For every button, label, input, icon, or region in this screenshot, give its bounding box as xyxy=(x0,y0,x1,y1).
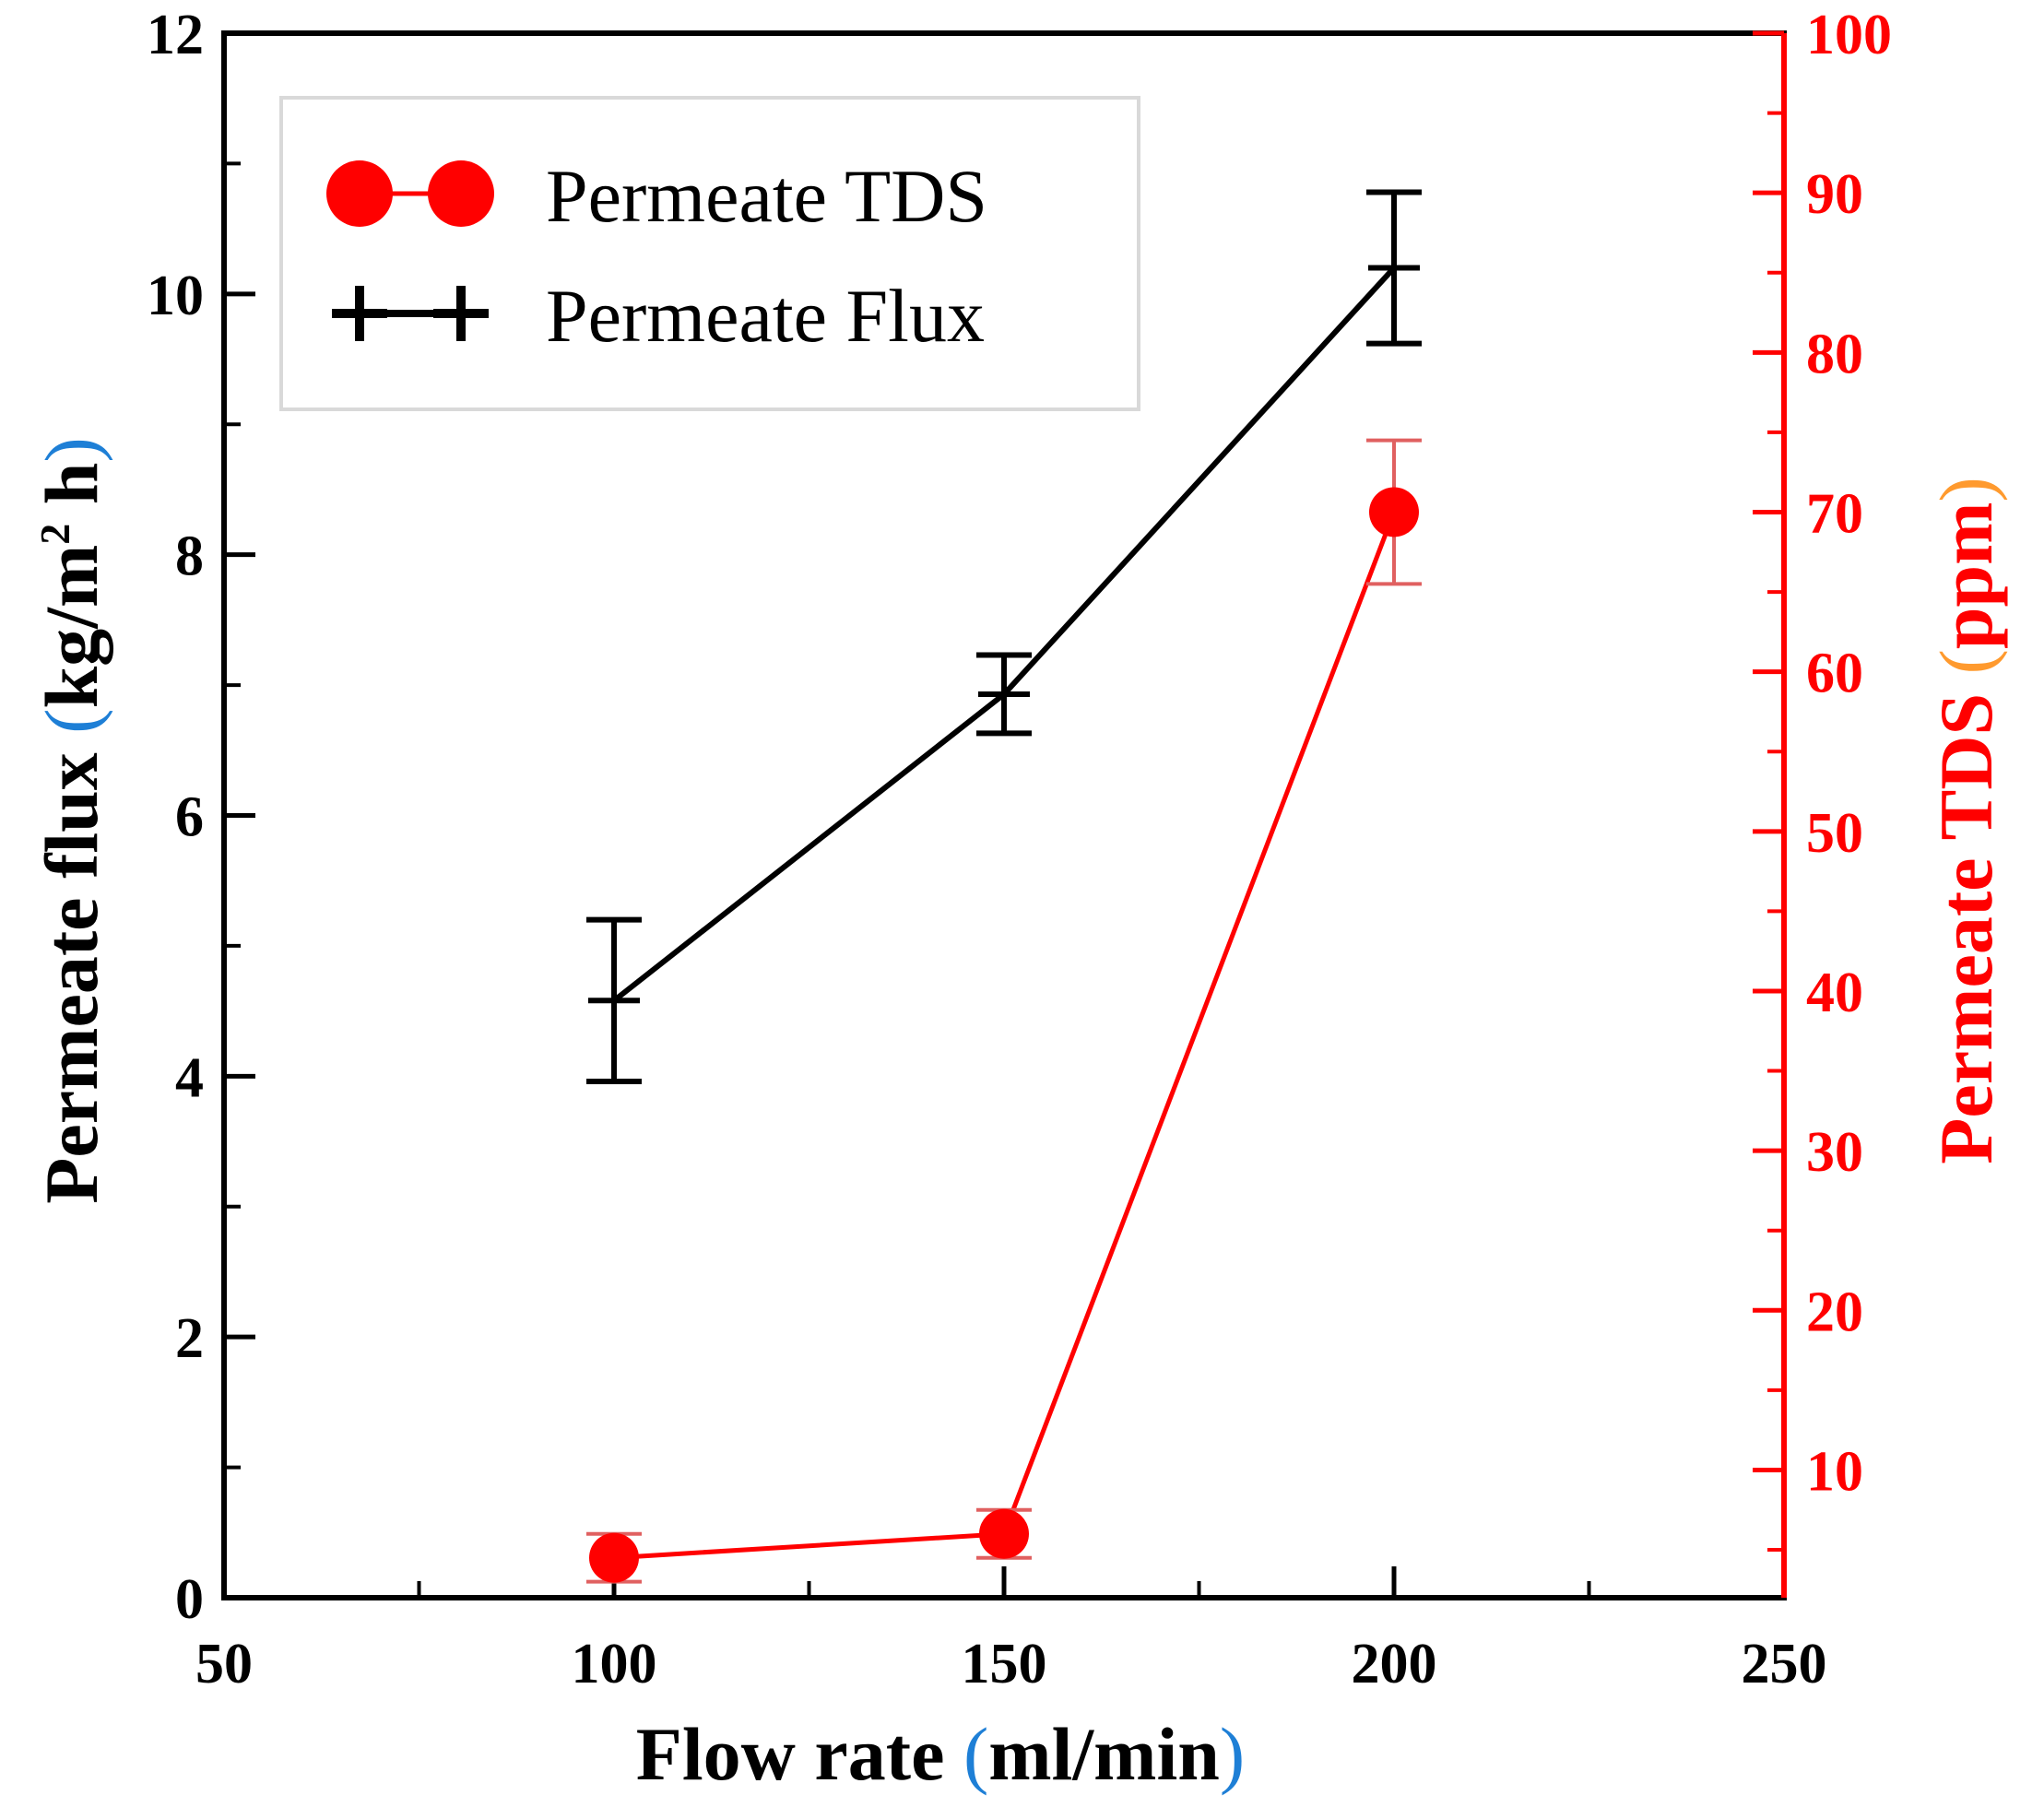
y-right-tick-label: 50 xyxy=(1806,802,1863,865)
legend-flux-label: Permeate Flux xyxy=(546,274,985,358)
x-axis-title-text: Flow rate xyxy=(636,1712,963,1796)
y-left-title-text: Permeate flux xyxy=(30,734,113,1204)
legend-entry-flux: Permeate Flux xyxy=(332,274,985,358)
legend-flux-marker-left xyxy=(332,286,387,341)
y-left-tick-label: 12 xyxy=(147,4,204,66)
y-right-tick-label: 70 xyxy=(1806,482,1863,545)
x-axis-title: Flow rate (ml/min) xyxy=(636,1712,1245,1796)
y-right-title-text: Permeate TDS xyxy=(1924,674,2008,1163)
legend-tds-marker-right xyxy=(428,160,494,227)
legend-flux-marker-right xyxy=(433,286,489,341)
y-axis-left-title: Permeate flux (kg/m2 h) xyxy=(30,437,113,1203)
y-left-title-paren-close: ) xyxy=(30,437,113,462)
y-left-tick-label: 8 xyxy=(175,526,204,588)
y-axis-right-title: Permeate TDS (ppm) xyxy=(1924,477,2008,1163)
legend-tds-label: Permeate TDS xyxy=(546,154,987,238)
x-tick-label: 150 xyxy=(962,1633,1047,1695)
y-right-title-unit: ppm xyxy=(1924,502,2008,650)
y-right-tick-label: 90 xyxy=(1806,163,1863,226)
axis-ticks: 50 100 150 200 250 0 2 4 6 8 10 12 10 20 30 40 50 60 70 80 9… xyxy=(147,4,1892,1695)
y-right-tick-label: 80 xyxy=(1806,323,1863,385)
data-point xyxy=(1369,487,1419,537)
y-left-tick-label: 2 xyxy=(175,1307,204,1370)
series-permeate-flux xyxy=(586,189,1422,1084)
y-right-tick-label: 30 xyxy=(1806,1121,1863,1184)
y-left-tick-label: 6 xyxy=(175,786,204,849)
y-left-tick-label: 0 xyxy=(175,1568,204,1631)
y-right-tick-label: 60 xyxy=(1806,643,1863,705)
y-right-tick-label: 100 xyxy=(1806,4,1892,66)
y-left-title-superscript: 2 xyxy=(31,524,78,545)
y-left-title-unit-rest: h xyxy=(30,463,113,524)
x-axis-title-unit: ml/min xyxy=(988,1712,1220,1796)
y-right-tick-label: 20 xyxy=(1806,1281,1863,1343)
x-tick-label: 200 xyxy=(1352,1633,1437,1695)
y-right-title-paren-close: ) xyxy=(1924,477,2008,502)
legend: Permeate TDS Permeate Flux xyxy=(279,96,1140,411)
x-axis-title-paren-open: ( xyxy=(963,1712,988,1796)
series-layer xyxy=(586,189,1422,1584)
legend-tds-marker-left xyxy=(326,160,393,227)
y-right-tick-label: 40 xyxy=(1806,962,1863,1024)
x-tick-label: 250 xyxy=(1742,1633,1827,1695)
series-permeate-tds xyxy=(586,438,1422,1584)
x-axis-title-paren-close: ) xyxy=(1220,1712,1245,1796)
legend-box xyxy=(279,96,1140,411)
y-right-tick-label: 10 xyxy=(1806,1440,1863,1503)
y-left-title-unit: kg/m xyxy=(30,545,113,709)
y-right-title-paren-open: ( xyxy=(1924,649,2008,674)
y-left-tick-label: 4 xyxy=(175,1046,204,1109)
data-point xyxy=(589,1532,639,1583)
x-tick-label: 50 xyxy=(195,1633,253,1695)
data-point xyxy=(979,1508,1029,1559)
y-left-tick-label: 10 xyxy=(147,265,204,327)
legend-entry-tds: Permeate TDS xyxy=(326,154,987,238)
x-tick-label: 100 xyxy=(572,1633,657,1695)
y-left-title-paren-open: ( xyxy=(30,708,113,733)
